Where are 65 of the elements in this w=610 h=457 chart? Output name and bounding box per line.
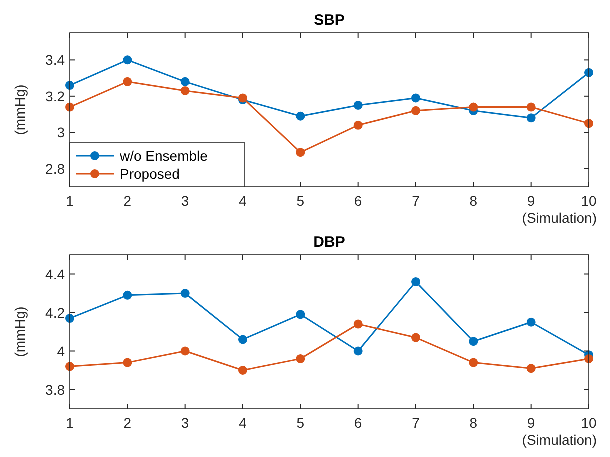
- y-axis-title: (mmHg): [12, 306, 28, 358]
- x-tick-label: 6: [354, 193, 362, 209]
- chart-title: DBP: [314, 234, 346, 251]
- point: [354, 320, 363, 329]
- x-tick-label: 9: [527, 193, 536, 209]
- legend-label: w/o Ensemble: [119, 148, 208, 164]
- x-tick-label: 5: [296, 193, 305, 209]
- point: [526, 114, 536, 123]
- x-axis-title: (Simulation): [522, 210, 597, 226]
- point: [526, 102, 536, 112]
- y-tick-label: 3.2: [46, 88, 66, 104]
- point: [354, 100, 363, 110]
- point: [238, 335, 248, 344]
- x-tick-label: 2: [124, 193, 132, 209]
- point: [412, 106, 420, 116]
- y-tick-label: 3.8: [46, 382, 66, 398]
- y-tick-label: 4.2: [46, 304, 66, 321]
- x-tick-label: 1: [66, 415, 74, 431]
- x-tick-label: 7: [412, 415, 420, 431]
- point: [296, 354, 306, 364]
- point: [123, 56, 132, 65]
- y-tick-label: 3.4: [46, 52, 66, 68]
- x-tick-label: 10: [581, 193, 597, 209]
- x-tick-label: 7: [412, 193, 420, 209]
- x-tick-label: 3: [181, 415, 190, 431]
- point: [526, 318, 536, 327]
- x-tick-label: 5: [296, 415, 305, 431]
- y-tick-label: 2.8: [46, 160, 66, 177]
- point: [180, 346, 190, 356]
- x-tick-label: 2: [124, 415, 132, 431]
- legend-label: Proposed: [120, 166, 180, 182]
- point: [526, 364, 536, 374]
- point: [354, 346, 363, 356]
- x-tick-label: 4: [239, 193, 248, 209]
- point: [123, 290, 132, 300]
- point: [469, 102, 478, 112]
- y-tick-label: 4.4: [46, 266, 66, 282]
- point: [412, 333, 420, 342]
- point: [354, 120, 363, 130]
- x-tick-label: 3: [181, 193, 190, 209]
- x-tick-label: 4: [239, 415, 248, 431]
- y-tick-label: 4: [57, 343, 66, 360]
- point: [123, 358, 132, 368]
- point: [296, 112, 306, 121]
- x-tick-label: 1: [66, 193, 74, 209]
- y-axis-title: (mmHg): [12, 84, 28, 136]
- point: [412, 94, 420, 103]
- x-axis-title: (Simulation): [522, 432, 597, 448]
- x-tick-label: 6: [354, 415, 362, 431]
- point: [180, 86, 190, 96]
- point: [296, 148, 306, 158]
- x-tick-label: 10: [581, 415, 597, 431]
- point: [469, 358, 478, 368]
- point: [238, 366, 248, 375]
- point: [296, 310, 306, 320]
- x-tick-label: 8: [470, 415, 478, 431]
- point: [469, 337, 478, 346]
- point: [180, 289, 190, 298]
- point: [123, 77, 132, 86]
- point: [412, 277, 420, 286]
- y-tick-label: 3: [57, 124, 66, 141]
- chart-title: SBP: [314, 12, 345, 29]
- x-tick-label: 9: [527, 415, 536, 431]
- point: [180, 77, 190, 86]
- x-tick-label: 8: [470, 193, 478, 209]
